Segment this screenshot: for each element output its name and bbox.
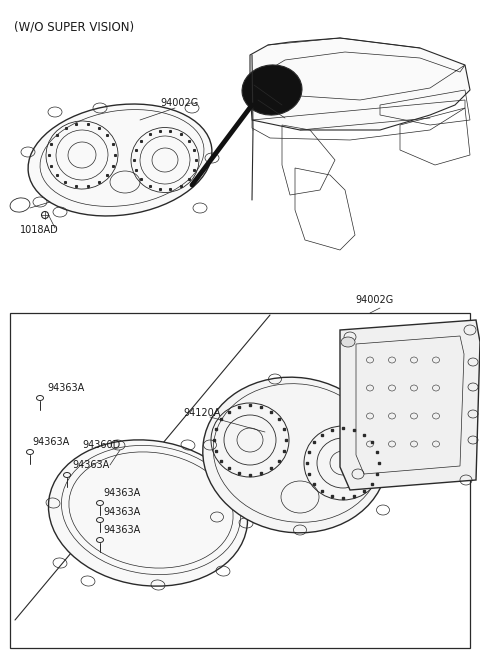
Ellipse shape [28,104,212,216]
Text: 94363A: 94363A [103,507,140,517]
Ellipse shape [341,337,355,347]
Text: (W/O SUPER VISION): (W/O SUPER VISION) [14,20,134,33]
Text: 94363A: 94363A [103,488,140,498]
Text: 1018AD: 1018AD [20,225,59,235]
Text: 94002G: 94002G [160,98,198,108]
Ellipse shape [203,377,387,533]
Polygon shape [250,38,470,130]
Ellipse shape [242,65,302,115]
Text: 94363A: 94363A [72,460,109,470]
Text: 94120A: 94120A [183,408,220,418]
Text: 94363A: 94363A [47,383,84,393]
Polygon shape [340,320,480,490]
Ellipse shape [48,440,248,586]
Text: 94360D: 94360D [82,440,120,450]
Text: 94002G: 94002G [355,295,393,305]
Text: 94363A: 94363A [103,525,140,535]
Text: 94363A: 94363A [32,437,69,447]
